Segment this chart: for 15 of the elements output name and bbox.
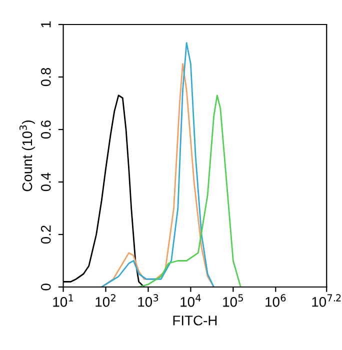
y-tick-label: 0.8 xyxy=(40,68,51,86)
y-tick-label: 0.4 xyxy=(40,172,51,192)
y-tick-label: 0.2 xyxy=(40,226,51,244)
x-tick-label: 10$^{3}$ xyxy=(138,294,158,307)
x-tick-label: 10$^{7.2}$ xyxy=(312,294,341,307)
x-axis-title: FITC-H xyxy=(173,316,217,326)
x-tick-label: 10$^{6}$ xyxy=(266,294,286,307)
x-tick-label: 10$^{5}$ xyxy=(223,294,243,307)
y-tick-label: 1 xyxy=(41,21,51,28)
x-tick-label: 10$^{2}$ xyxy=(96,294,116,307)
x-tick-label: 10$^{1}$ xyxy=(53,294,74,307)
y-axis-title: Count (10$^{3}$) xyxy=(19,120,35,192)
y-tick-label: 0.6 xyxy=(40,120,51,139)
x-tick-label: 10$^{4}$ xyxy=(180,294,201,307)
y-tick-label: 0 xyxy=(40,284,51,290)
